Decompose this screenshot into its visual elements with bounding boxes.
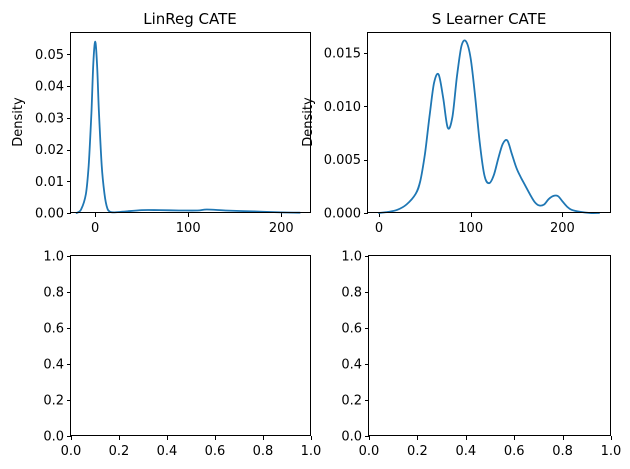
y-tick-label: 0.04 — [35, 80, 64, 95]
y-tick-label: 0.015 — [324, 47, 361, 62]
x-tick-label: 0.4 — [455, 444, 476, 459]
kde-line — [378, 39, 600, 214]
x-tick-label: 100 — [176, 221, 201, 236]
x-tick-label: 1.0 — [301, 444, 322, 459]
x-tick-label: 200 — [269, 221, 294, 236]
y-tick-label: 0.8 — [43, 286, 64, 301]
y-tick-label: 1.0 — [341, 250, 362, 265]
y-tick-label: 0.05 — [35, 48, 64, 63]
plot-frame — [368, 255, 611, 436]
subplot-s-learner: S Learner CATE Density 0 100 200 0.000 0.005… — [301, 10, 611, 236]
x-tick-label: 0.8 — [552, 444, 573, 459]
x-tick-label: 0.4 — [157, 444, 178, 459]
y-tick-label: 1.0 — [43, 250, 64, 265]
y-tick-label: 0.000 — [324, 207, 361, 222]
y-tick-label: 0.0 — [43, 430, 64, 445]
subplot-title: S Learner CATE — [432, 10, 547, 28]
subplot-empty-right: 0.0 0.2 0.4 0.6 0.8 1.0 0.0 0.2 0.4 0.6 0.8 1.0 — [341, 250, 621, 460]
x-tick-label: 0 — [91, 221, 99, 236]
x-tick-label: 0.2 — [109, 444, 130, 459]
x-tick-label: 0.0 — [61, 444, 82, 459]
y-tick-label: 0.6 — [341, 322, 362, 337]
y-tick-label: 0.02 — [35, 143, 64, 158]
plot-frame — [367, 32, 611, 213]
y-axis-label: Density — [301, 97, 316, 147]
y-tick-label: 0.4 — [43, 358, 64, 373]
y-tick-label: 0.8 — [341, 286, 362, 301]
y-tick-label: 0.005 — [324, 153, 361, 168]
y-tick-label: 0.010 — [324, 100, 361, 115]
y-tick-label: 0.2 — [43, 394, 64, 409]
subplot-linreg: LinReg CATE Density 0 100 200 0.00 0.01 0.02 0… — [11, 10, 311, 236]
x-tick-label: 0.8 — [253, 444, 274, 459]
x-tick-label: 100 — [458, 221, 483, 236]
plot-frame — [70, 255, 311, 436]
x-tick-label: 0.6 — [504, 444, 525, 459]
y-tick-label: 0.4 — [341, 358, 362, 373]
x-tick-label: 0.0 — [359, 444, 380, 459]
x-tick-label: 1.0 — [601, 444, 622, 459]
y-tick-label: 0.03 — [35, 111, 64, 126]
y-tick-label: 0.6 — [43, 322, 64, 337]
y-tick-label: 0.2 — [341, 394, 362, 409]
y-tick-label: 0.0 — [341, 430, 362, 445]
x-tick-label: 0.2 — [407, 444, 428, 459]
y-tick-label: 0.00 — [35, 207, 64, 222]
x-tick-label: 0.6 — [205, 444, 226, 459]
plot-frame — [70, 32, 311, 213]
x-tick-label: 200 — [550, 221, 575, 236]
y-axis-label: Density — [11, 97, 26, 147]
subplot-title: LinReg CATE — [143, 10, 237, 28]
x-tick-label: 0 — [375, 221, 383, 236]
y-tick-label: 0.01 — [35, 175, 64, 190]
subplot-empty-left: 0.0 0.2 0.4 0.6 0.8 1.0 0.0 0.2 0.4 0.6 0.8 1.0 — [43, 250, 321, 460]
kde-line — [75, 40, 301, 214]
